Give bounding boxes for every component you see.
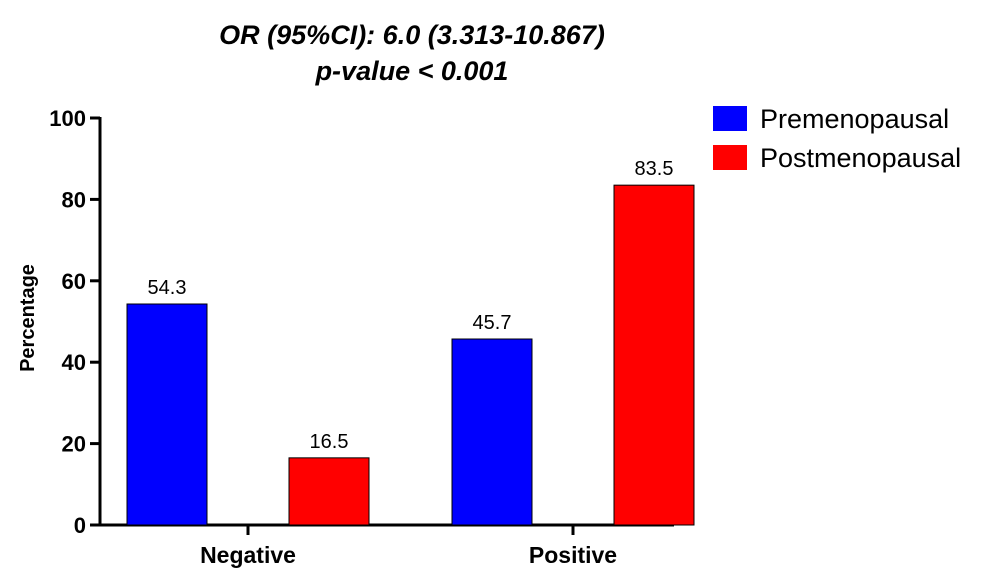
y-axis: 0 20 40 60 80 100: [49, 106, 102, 538]
bars: 54.3 45.7 16.5 83.5: [126, 158, 695, 526]
x-tick-label: Negative: [200, 542, 296, 568]
bar-premenopausal-negative: [126, 303, 208, 526]
legend-swatch: [713, 145, 747, 170]
data-label: 83.5: [635, 158, 674, 180]
bar-postmenopausal-negative: [288, 457, 370, 526]
x-tick-label: Positive: [529, 542, 617, 568]
y-tick-label: 80: [62, 187, 86, 212]
data-label: 54.3: [148, 277, 187, 299]
data-label: 45.7: [473, 312, 512, 334]
chart-title-line-1: OR (95%CI): 6.0 (3.313-10.867): [219, 20, 605, 50]
legend: Premenopausal Postmenopausal: [713, 104, 961, 173]
chart-title: OR (95%CI): 6.0 (3.313-10.867) p-value <…: [219, 20, 605, 86]
chart-title-line-2: p-value < 0.001: [315, 56, 509, 86]
y-tick-label: 40: [62, 350, 86, 375]
y-axis-title: Percentage: [17, 264, 39, 372]
y-tick-label: 100: [49, 106, 86, 131]
y-tick-label: 0: [74, 513, 86, 538]
legend-label: Premenopausal: [760, 104, 949, 134]
x-axis: Negative Positive: [99, 523, 674, 568]
legend-swatch: [713, 106, 747, 131]
legend-label: Postmenopausal: [760, 143, 961, 173]
bar-postmenopausal-positive: [613, 184, 695, 526]
data-label: 16.5: [310, 431, 349, 453]
y-tick-label: 20: [62, 432, 86, 457]
y-tick-label: 60: [62, 269, 86, 294]
bar-premenopausal-positive: [451, 338, 533, 526]
